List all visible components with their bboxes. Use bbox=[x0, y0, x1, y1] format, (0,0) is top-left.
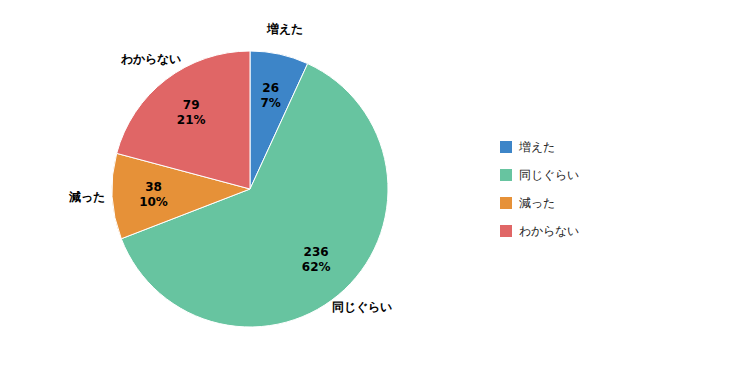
percentage-label: 62% bbox=[302, 260, 331, 274]
legend-swatch bbox=[500, 141, 512, 153]
percentage-label: 10% bbox=[139, 195, 168, 209]
legend-swatch bbox=[500, 169, 512, 181]
data-label: 38 bbox=[145, 180, 162, 194]
category-label: 同じぐらい bbox=[332, 300, 392, 314]
data-label: 79 bbox=[183, 98, 200, 112]
chart-container: 267%増えた23662%同じぐらい3810%減った7921%わからない増えた同… bbox=[0, 0, 756, 378]
percentage-label: 7% bbox=[260, 96, 280, 110]
legend-swatch bbox=[500, 197, 512, 209]
percentage-label: 21% bbox=[177, 113, 206, 127]
pie-labels: 267% 増えた 23662% 同じぐらい 3810% 減った 7921% わからない bbox=[68, 22, 391, 314]
category-label: 減った bbox=[68, 190, 105, 204]
category-label: わからない bbox=[120, 52, 181, 66]
data-label: 236 bbox=[304, 245, 329, 259]
pie-slices bbox=[112, 51, 388, 327]
category-label: 増えた bbox=[266, 22, 303, 36]
pie-slice bbox=[117, 51, 250, 189]
legend-label: わからない bbox=[519, 224, 579, 238]
legend-label: 同じぐらい bbox=[519, 168, 579, 182]
legend-label: 減った bbox=[519, 196, 555, 210]
legend-label: 増えた bbox=[518, 140, 555, 154]
data-label: 26 bbox=[262, 81, 279, 95]
chart-svg: 267%増えた23662%同じぐらい3810%減った7921%わからない増えた同… bbox=[0, 0, 756, 378]
legend-swatch bbox=[500, 225, 512, 237]
legend: 増えた同じぐらい減ったわからない bbox=[500, 140, 579, 238]
